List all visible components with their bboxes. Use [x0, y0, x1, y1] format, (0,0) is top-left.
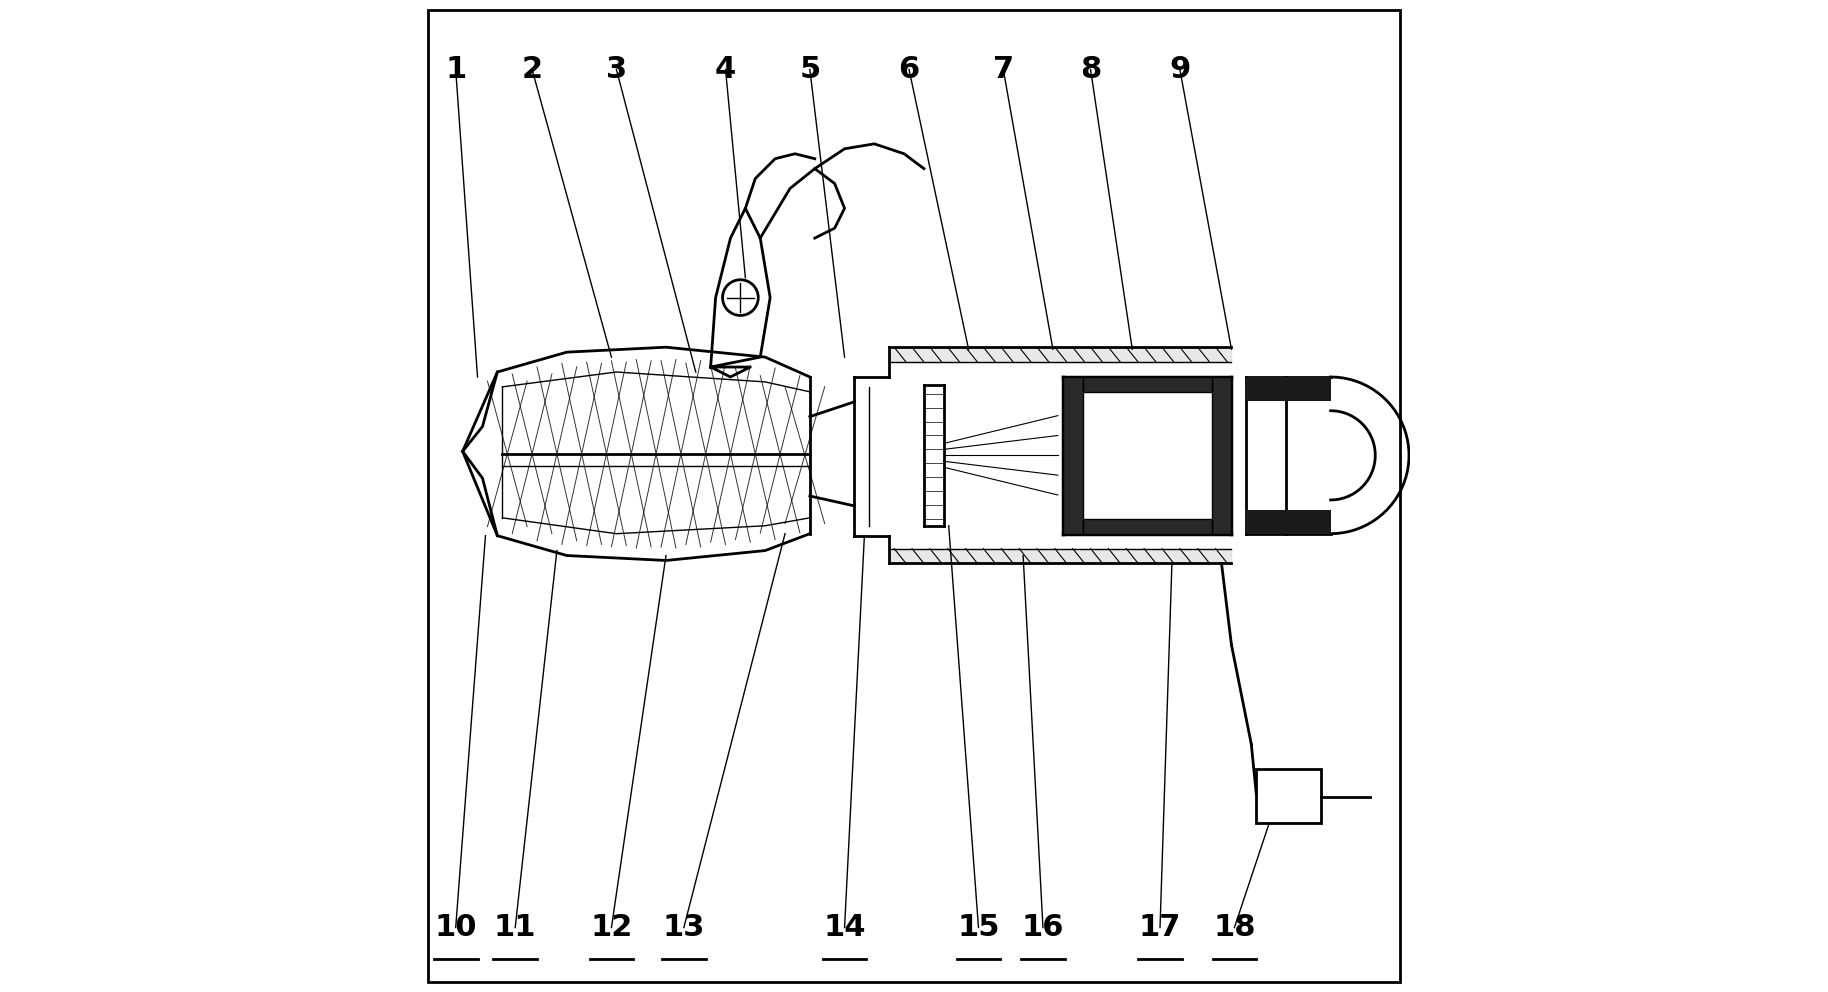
Text: 7: 7: [993, 55, 1015, 84]
Text: 6: 6: [898, 55, 919, 84]
Text: 10: 10: [435, 913, 477, 942]
Text: 8: 8: [1080, 55, 1100, 84]
Text: 9: 9: [1170, 55, 1190, 84]
Text: 14: 14: [823, 913, 866, 942]
Bar: [1256, 769, 1320, 823]
Bar: [1212, 377, 1232, 534]
Text: 16: 16: [1022, 913, 1064, 942]
Text: 5: 5: [799, 55, 821, 84]
Text: 11: 11: [494, 913, 536, 942]
Text: 18: 18: [1214, 913, 1256, 942]
Bar: [1082, 377, 1212, 392]
Text: 13: 13: [664, 913, 706, 942]
Bar: [1247, 377, 1331, 401]
Text: 4: 4: [715, 55, 737, 84]
Text: 3: 3: [605, 55, 627, 84]
Text: 12: 12: [590, 913, 632, 942]
Text: 2: 2: [521, 55, 543, 84]
Bar: [1082, 392, 1212, 519]
Bar: [1062, 377, 1082, 534]
Text: 1: 1: [444, 55, 466, 84]
Bar: [1247, 510, 1331, 534]
Text: 17: 17: [1139, 913, 1181, 942]
Text: 15: 15: [958, 913, 1000, 942]
Bar: [1082, 519, 1212, 534]
